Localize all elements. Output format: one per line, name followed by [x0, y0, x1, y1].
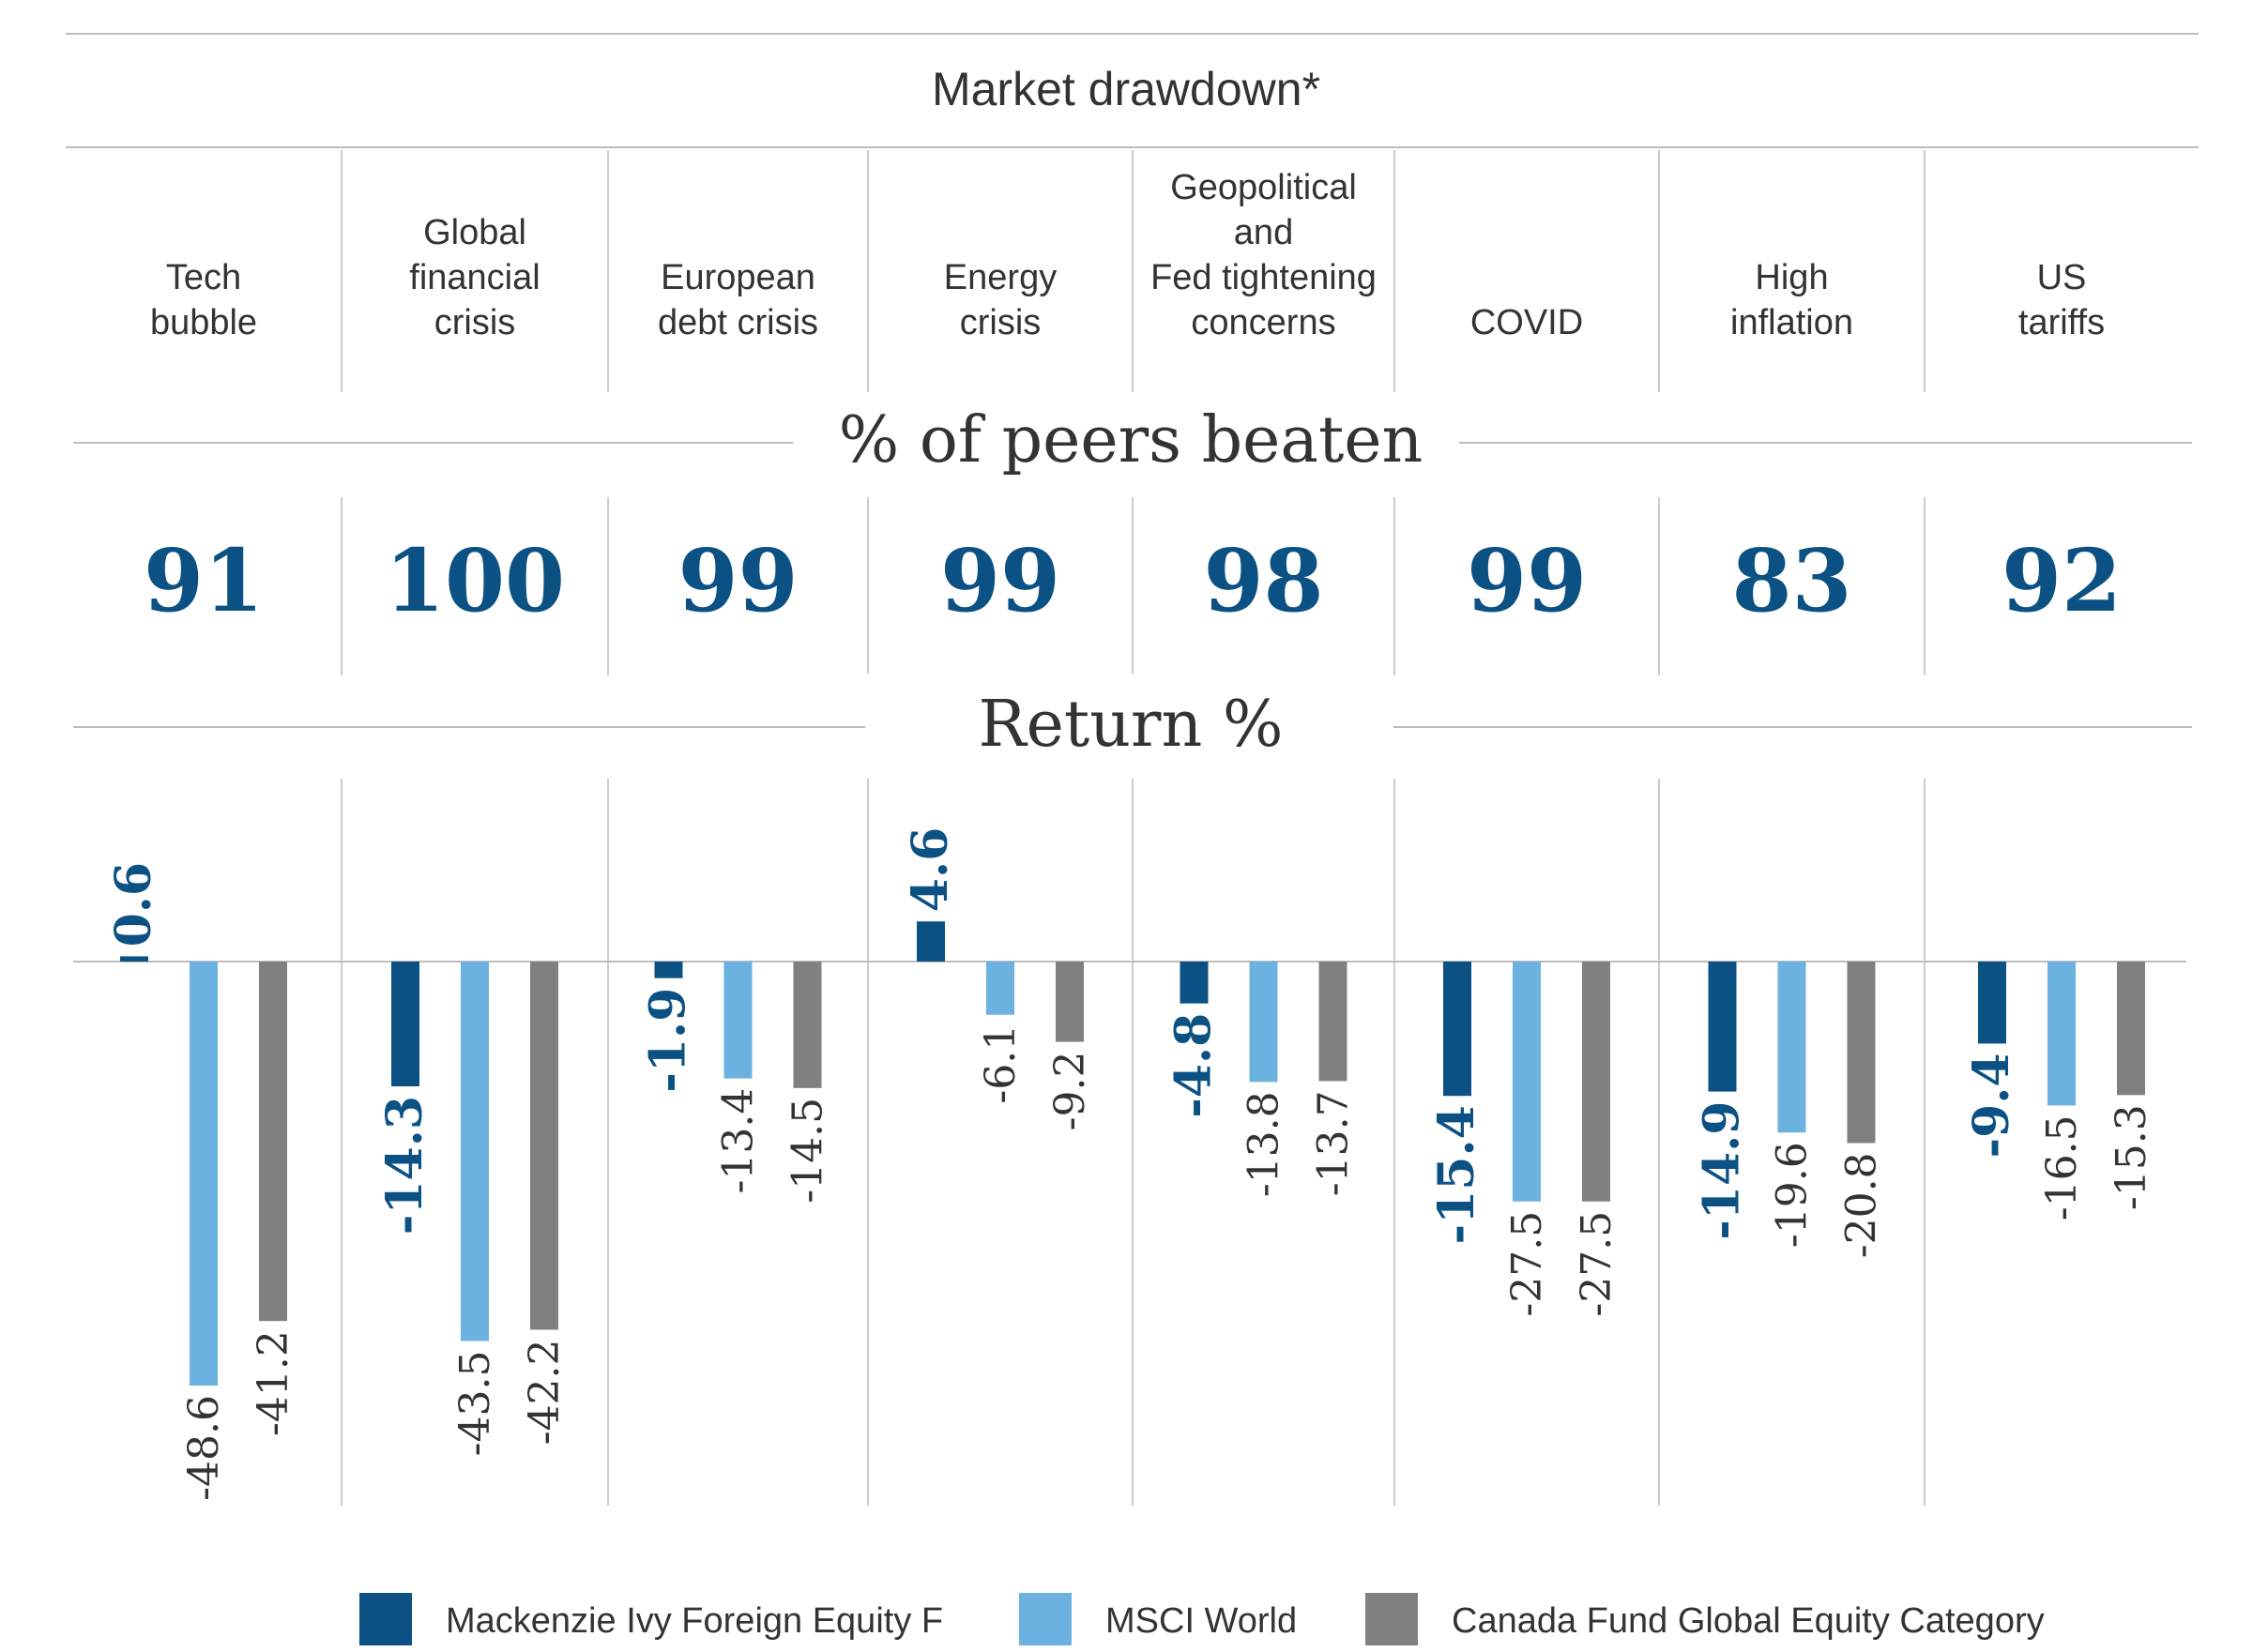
bar-value-label: -1.9	[640, 988, 697, 1093]
bar-category	[2117, 962, 2145, 1096]
bar-value-label: 0.6	[105, 862, 162, 947]
bar-fund	[654, 962, 683, 978]
legend: Mackenzie Ivy Foreign Equity F MSCI World…	[359, 1593, 2045, 1645]
peers-beaten-value: 83	[1731, 530, 1851, 631]
bar-value-label: -15.3	[2108, 1104, 2155, 1210]
bar-msci-world	[1513, 962, 1541, 1202]
bar-category	[259, 962, 287, 1322]
category-label: Tech bubble	[150, 258, 257, 342]
category-label: Global financial crisis	[409, 213, 540, 342]
bar-fund	[1180, 962, 1209, 1004]
bar-value-label: -13.4	[715, 1088, 763, 1194]
peers-beaten-value: 92	[2002, 530, 2122, 631]
category-label: Geopolitical and Fed tightening concerns	[1150, 168, 1377, 342]
bar-category	[1056, 962, 1084, 1042]
bar-value-label: -9.2	[1046, 1052, 1094, 1131]
chart-title: Market drawdown*	[932, 63, 1320, 115]
category-label: US tariffs	[2018, 258, 2105, 342]
bar-value-label: -15.4	[1428, 1105, 1485, 1244]
bar-msci-world	[190, 962, 218, 1386]
bar-msci-world	[1249, 962, 1278, 1083]
bar-value-label: -13.7	[1310, 1090, 1358, 1196]
category-label: Energy crisis	[944, 258, 1057, 342]
bar-fund	[1978, 962, 2006, 1044]
bar-msci-world	[1777, 962, 1806, 1133]
bar-category	[530, 962, 558, 1330]
bar-value-label: -9.4	[1963, 1053, 2020, 1158]
bar-category	[1847, 962, 1876, 1144]
bar-msci-world	[986, 962, 1014, 1015]
bar-msci-world	[723, 962, 753, 1079]
return-section-label: Return %	[978, 688, 1283, 762]
legend-label: Mackenzie Ivy Foreign Equity F	[446, 1601, 943, 1641]
peers-beaten-value: 91	[144, 530, 264, 631]
bar-value-label: -14.5	[784, 1098, 832, 1204]
peers-label-mask	[793, 399, 1459, 493]
peers-beaten-values: 91 100 99 99 98 99 83 92	[144, 530, 2122, 631]
peers-beaten-value: 99	[1467, 530, 1587, 631]
category-label: European debt crisis	[658, 258, 818, 342]
bar-value-label: -16.5	[2038, 1114, 2086, 1220]
legend-swatch	[1019, 1593, 1072, 1645]
bar-category	[1582, 962, 1610, 1202]
category-label: COVID	[1470, 303, 1583, 342]
peers-beaten-value: 98	[1203, 530, 1323, 631]
legend-label: Canada Fund Global Equity Category	[1452, 1601, 2045, 1641]
legend-swatch	[1365, 1593, 1418, 1645]
bar-value-label: -42.2	[521, 1339, 569, 1445]
return-label-mask	[865, 674, 1393, 777]
legend-swatch	[359, 1593, 412, 1645]
bar-value-label: -27.5	[1573, 1211, 1621, 1317]
bar-value-label: -6.1	[977, 1024, 1025, 1104]
bar-category	[793, 962, 822, 1088]
bar-value-label: -19.6	[1769, 1142, 1817, 1248]
column-dividers	[341, 150, 1926, 1506]
peers-beaten-value: 99	[940, 530, 1060, 631]
peers-section-label: % of peers beaten	[839, 403, 1423, 477]
bar-fund	[120, 956, 148, 962]
bar-fund	[917, 921, 945, 962]
bar-value-label: -14.9	[1694, 1101, 1751, 1240]
bar-msci-world	[461, 962, 489, 1341]
bar-fund	[1443, 962, 1471, 1097]
bar-value-label: -43.5	[451, 1351, 499, 1457]
bar-value-label: -14.3	[376, 1096, 434, 1235]
legend-label: MSCI World	[1105, 1601, 1297, 1641]
bar-value-label: -13.8	[1241, 1091, 1288, 1197]
bar-fund	[1708, 962, 1737, 1092]
bar-value-label: -41.2	[250, 1330, 297, 1436]
category-label: High inflation	[1730, 258, 1853, 342]
bar-value-label: 4.6	[902, 827, 959, 912]
bar-value-label: -48.6	[180, 1395, 228, 1501]
bar-value-label: -4.8	[1165, 1013, 1223, 1118]
return-value-labels: 0.6 -14.3 -1.9 4.6 -4.8 -15.4 -14.9 -9.4 -48.6 -4…	[105, 827, 2155, 1501]
bar-msci-world	[2047, 962, 2076, 1106]
bar-value-label: -27.5	[1503, 1211, 1551, 1317]
category-labels: Tech bubble Global financial crisis European d…	[150, 168, 2105, 342]
peers-beaten-value: 100	[385, 530, 565, 631]
bar-value-label: -20.8	[1838, 1152, 1886, 1258]
return-bars	[120, 921, 2145, 1386]
bar-category	[1318, 962, 1347, 1082]
peers-beaten-value: 99	[677, 530, 798, 631]
bar-fund	[391, 962, 419, 1086]
